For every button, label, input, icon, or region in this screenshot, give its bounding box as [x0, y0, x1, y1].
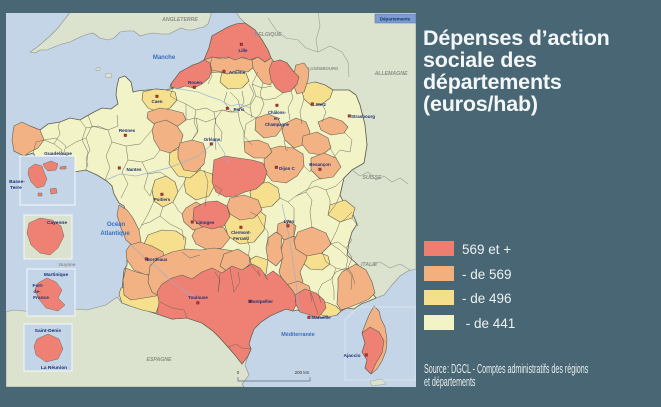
svg-text:en-: en- — [274, 116, 281, 121]
svg-text:Saint-Denis: Saint-Denis — [35, 328, 62, 334]
svg-text:Atlantique: Atlantique — [100, 231, 130, 237]
svg-text:Guyane: Guyane — [59, 262, 76, 267]
svg-text:Cayenne: Cayenne — [47, 220, 67, 226]
svg-text:Ferrand: Ferrand — [233, 236, 249, 241]
svg-text:SUISSE: SUISSE — [362, 175, 382, 181]
svg-text:Besançon: Besançon — [309, 162, 331, 167]
svg-text:Nantes: Nantes — [126, 167, 142, 172]
svg-text:Clermont-: Clermont- — [231, 230, 251, 235]
svg-text:Méditerranée: Méditerranée — [281, 332, 315, 338]
svg-text:Montpellier: Montpellier — [249, 299, 273, 304]
svg-text:Rouen: Rouen — [188, 80, 202, 85]
svg-text:Manche: Manche — [153, 55, 176, 61]
svg-text:France: France — [33, 295, 49, 301]
svg-text:Limoges: Limoges — [196, 220, 215, 225]
svg-text:Marseille: Marseille — [311, 315, 331, 320]
svg-text:de-: de- — [33, 289, 41, 295]
svg-text:Orléans: Orléans — [204, 137, 221, 142]
svg-text:Départements: Départements — [380, 17, 411, 22]
svg-text:Martinique: Martinique — [44, 272, 69, 278]
svg-text:Bordeaux: Bordeaux — [147, 257, 168, 262]
svg-text:Dijon C: Dijon C — [279, 166, 295, 171]
svg-text:Lille: Lille — [238, 48, 247, 53]
svg-text:Ajaccio: Ajaccio — [343, 353, 360, 359]
svg-text:ITALIE: ITALIE — [361, 262, 378, 268]
svg-text:Fort-: Fort- — [33, 283, 44, 289]
svg-text:Poitiers: Poitiers — [154, 197, 171, 202]
svg-text:Guadeloupe: Guadeloupe — [44, 151, 72, 157]
svg-text:ANGLETERRE: ANGLETERRE — [161, 17, 198, 23]
svg-text:Lyon: Lyon — [284, 219, 295, 224]
svg-text:ALLEMAGNE: ALLEMAGNE — [374, 71, 408, 77]
svg-text:BELGIQUE: BELGIQUE — [254, 32, 282, 38]
svg-text:Châlons-: Châlons- — [268, 110, 287, 115]
svg-text:Metz: Metz — [316, 102, 327, 107]
svg-text:Terre: Terre — [10, 185, 22, 191]
svg-text:Paris: Paris — [233, 107, 245, 112]
svg-text:200 km: 200 km — [295, 370, 310, 375]
svg-text:Océan: Océan — [107, 222, 126, 228]
svg-text:ESPAGNE: ESPAGNE — [147, 357, 173, 363]
svg-text:La Réunion: La Réunion — [41, 365, 67, 371]
svg-text:Amiens: Amiens — [229, 70, 246, 75]
svg-text:LUXEMBOURG: LUXEMBOURG — [308, 66, 339, 71]
svg-text:Champagne: Champagne — [265, 122, 290, 127]
svg-text:Basse-: Basse- — [9, 179, 25, 185]
svg-text:Strasbourg: Strasbourg — [351, 114, 375, 119]
svg-text:Toulouse: Toulouse — [188, 295, 208, 300]
svg-text:Rennes: Rennes — [119, 128, 136, 133]
svg-text:0: 0 — [237, 370, 240, 375]
svg-text:Caen: Caen — [151, 99, 162, 104]
